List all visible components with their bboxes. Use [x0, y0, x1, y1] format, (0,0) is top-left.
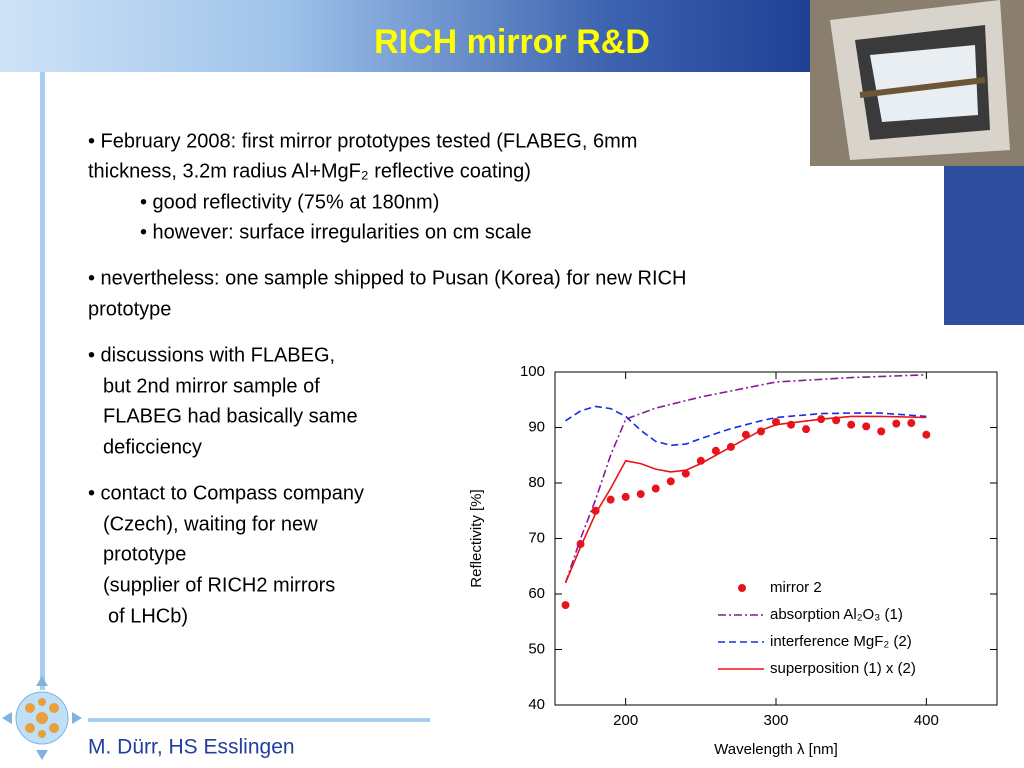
body-line: thickness, 3.2m radius Al+MgF₂ reflectiv…: [88, 160, 531, 182]
body-line: (Czech), waiting for new: [103, 513, 318, 535]
logo: [2, 676, 82, 760]
y-tick-label: 100: [520, 363, 545, 380]
body-line: • contact to Compass company: [88, 482, 364, 504]
y-tick-label: 80: [528, 474, 545, 491]
legend-label: absorption Al₂O₃ (1): [770, 606, 903, 623]
y-tick-label: 40: [528, 696, 545, 713]
slide-title: RICH mirror R&D: [374, 23, 650, 61]
y-tick-label: 70: [528, 529, 545, 546]
header-bar: [0, 0, 812, 72]
body-line: (supplier of RICH2 mirrors: [103, 574, 335, 596]
body-line: but 2nd mirror sample of: [103, 375, 320, 397]
y-tick-label: 60: [528, 585, 545, 602]
data-line: [564, 374, 927, 584]
body-line: • discussions with FLABEG,: [88, 344, 335, 366]
chart: 40 50 60 70 80 90 100 200 300 400 Wavelength λ [nm…: [468, 363, 997, 758]
x-tick-label: 400: [914, 712, 939, 729]
y-tick-label: 90: [528, 418, 545, 435]
body-line: of LHCb): [108, 605, 188, 627]
body-line: • nevertheless: one sample shipped to Pu…: [88, 267, 686, 289]
body-line: • however: surface irregularities on cm …: [140, 221, 532, 243]
data-point: [711, 446, 720, 455]
body-line: FLABEG had basically same: [103, 405, 358, 427]
data-line: [565, 405, 927, 447]
data-point: [651, 484, 660, 493]
data-point: [847, 420, 856, 429]
data-point: [681, 469, 690, 478]
x-axis-label: Wavelength λ [nm]: [714, 741, 838, 758]
photo: [810, 0, 1024, 166]
footer-author: M. Dürr, HS Esslingen: [88, 736, 295, 759]
accent-block: [944, 166, 1024, 325]
legend-marker: [738, 584, 746, 592]
legend-label: mirror 2: [770, 579, 822, 596]
horizontal-rule: [88, 718, 430, 722]
data-point: [802, 425, 811, 434]
data-point: [922, 430, 931, 439]
data-point: [877, 427, 886, 436]
data-point: [862, 422, 871, 431]
body-line: prototype: [103, 543, 186, 565]
y-tick-label: 50: [528, 640, 545, 657]
x-tick-label: 300: [763, 712, 788, 729]
body-line: • February 2008: first mirror prototypes…: [88, 130, 637, 152]
body-text: • February 2008: first mirror prototypes…: [88, 130, 686, 627]
body-line: • good reflectivity (75% at 180nm): [140, 191, 439, 213]
legend-label: superposition (1) x (2): [770, 660, 916, 677]
data-point: [666, 477, 675, 486]
x-tick-label: 200: [613, 712, 638, 729]
data-point: [561, 601, 570, 610]
data-point: [892, 419, 901, 428]
body-line: prototype: [88, 298, 171, 320]
data-line: [564, 415, 927, 584]
legend-label: interference MgF₂ (2): [770, 633, 912, 650]
data-point: [606, 495, 615, 504]
vertical-rule: [40, 72, 45, 690]
body-line: deficciency: [103, 436, 202, 458]
data-point: [907, 419, 916, 428]
y-axis-label: Reflectivity [%]: [468, 489, 485, 587]
data-point: [636, 490, 645, 499]
data-point: [621, 492, 630, 501]
